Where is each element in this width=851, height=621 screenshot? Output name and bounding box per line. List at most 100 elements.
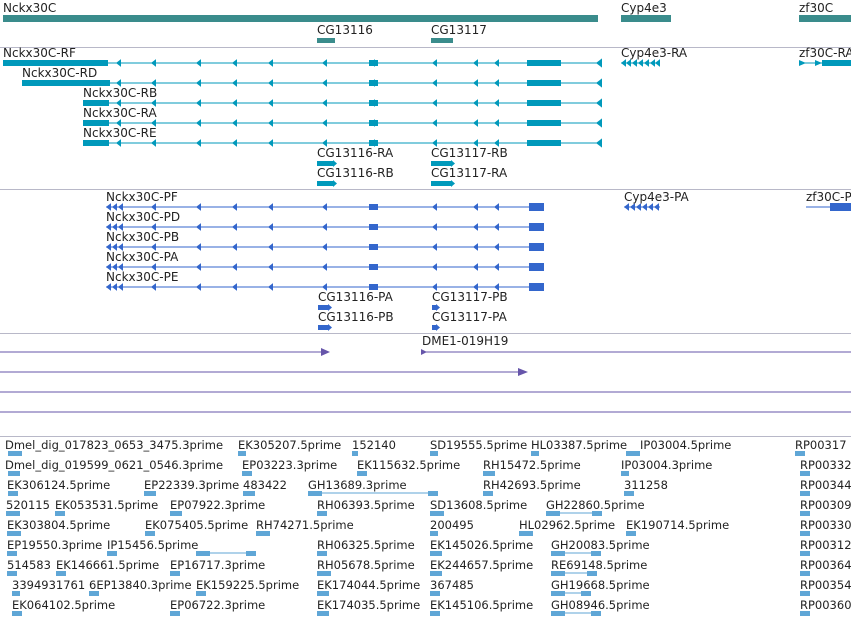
est-feature-bar[interactable] [430, 611, 440, 616]
est-label[interactable]: EK115632.5prime [357, 458, 461, 472]
est-feature-bar[interactable] [587, 571, 597, 576]
est-feature-bar[interactable] [7, 531, 21, 536]
transcript-exon[interactable] [527, 140, 561, 146]
protein-exon[interactable] [529, 283, 544, 291]
est-label[interactable]: EK303804.5prime [7, 518, 111, 532]
gene-label-zf30c[interactable]: zf30C [799, 1, 834, 15]
protein-label-cyp4e3-pa[interactable]: Cyp4e3-PA [624, 190, 689, 204]
est-feature-bar[interactable] [8, 491, 18, 496]
transcript-label-cyp4e3-ra[interactable]: Cyp4e3-RA [621, 46, 688, 60]
transcript-label-cg13117-ra[interactable]: CG13117-RA [431, 166, 508, 180]
est-feature-bar[interactable] [352, 451, 358, 456]
protein-label-pe[interactable]: Nckx30C-PE [106, 270, 179, 284]
est-feature-bar[interactable] [308, 491, 322, 496]
protein-exon[interactable] [830, 203, 851, 211]
transcript-label-cg13116-rb[interactable]: CG13116-RB [317, 166, 394, 180]
est-label[interactable]: RH06393.5prime [317, 498, 415, 512]
transcript-exon[interactable] [317, 161, 333, 166]
protein-label-pa[interactable]: Nckx30C-PA [106, 250, 179, 264]
est-label[interactable]: EP22339.3prime [144, 478, 240, 492]
est-label[interactable]: EK159225.5prime [196, 578, 300, 592]
gene-bar-cg13117[interactable] [431, 38, 453, 43]
est-feature-bar[interactable] [145, 531, 155, 536]
est-label[interactable]: EP03223.3prime [242, 458, 338, 472]
est-feature-bar[interactable] [795, 451, 805, 456]
est-feature-bar[interactable] [430, 531, 438, 536]
protein-exon[interactable] [318, 305, 328, 310]
est-label[interactable]: EK244657.5prime [430, 558, 534, 572]
transcript-label-ra[interactable]: Nckx30C-RA [83, 106, 157, 120]
est-feature-bar[interactable] [317, 551, 327, 556]
est-label[interactable]: RP00344 [800, 478, 851, 492]
est-label[interactable]: EK064102.5prime [12, 598, 116, 612]
transcript-exon[interactable] [822, 60, 851, 66]
est-label[interactable]: IP03004.3prime [621, 458, 713, 472]
est-feature-bar[interactable] [531, 451, 539, 456]
gene-bar-zf30c[interactable] [799, 15, 851, 22]
est-feature-bar[interactable] [800, 491, 810, 496]
transcript-exon[interactable] [527, 80, 561, 86]
transcript-exon[interactable] [431, 161, 451, 166]
est-label[interactable]: GH13689.3prime [308, 478, 407, 492]
est-feature-bar[interactable] [591, 551, 601, 556]
bac-label-dme1-019h19[interactable]: DME1-019H19 [422, 334, 509, 348]
gene-bar-cyp4e3[interactable] [621, 15, 671, 22]
transcript-exon[interactable] [431, 181, 451, 186]
est-feature-bar[interactable] [430, 511, 444, 516]
est-label[interactable]: 3394931761 [12, 578, 86, 592]
est-feature-bar[interactable] [621, 471, 629, 476]
est-feature-bar[interactable] [430, 451, 438, 456]
est-feature-bar[interactable] [357, 471, 367, 476]
est-feature-bar[interactable] [592, 511, 602, 516]
est-label[interactable]: RH06325.5prime [317, 538, 415, 552]
est-feature-bar[interactable] [800, 571, 810, 576]
transcript-label-zf30c-ra[interactable]: zf30C-RA [799, 46, 851, 60]
protein-exon[interactable] [369, 244, 378, 250]
est-feature-bar[interactable] [800, 611, 810, 616]
protein-label-pb[interactable]: Nckx30C-PB [106, 230, 180, 244]
est-feature-bar[interactable] [8, 471, 20, 476]
est-feature-bar[interactable] [170, 511, 182, 516]
est-label[interactable]: EK190714.5prime [626, 518, 730, 532]
transcript-exon[interactable] [83, 140, 109, 146]
est-label[interactable]: HL02962.5prime [519, 518, 616, 532]
est-label[interactable]: EP19550.3prime [7, 538, 103, 552]
est-feature-bar[interactable] [196, 551, 210, 556]
est-label[interactable]: EK053531.5prime [55, 498, 159, 512]
est-label[interactable]: EK145026.5prime [430, 538, 534, 552]
transcript-exon[interactable] [22, 80, 110, 86]
protein-exon[interactable] [432, 325, 436, 330]
est-label[interactable]: EK174044.5prime [317, 578, 421, 592]
protein-exon[interactable] [369, 224, 378, 230]
est-feature-bar[interactable] [428, 491, 438, 496]
est-label[interactable]: RE69148.5prime [551, 558, 648, 572]
est-feature-bar[interactable] [242, 471, 252, 476]
est-label[interactable]: IP15456.5prime [107, 538, 199, 552]
est-label[interactable]: SD13608.5prime [430, 498, 528, 512]
protein-exon[interactable] [369, 204, 378, 210]
est-label[interactable]: EK145106.5prime [430, 598, 534, 612]
est-label[interactable]: 6EP13840.3prime [89, 578, 192, 592]
gene-label-cg13116[interactable]: CG13116 [317, 23, 373, 37]
transcript-label-re[interactable]: Nckx30C-RE [83, 126, 157, 140]
est-feature-bar[interactable] [519, 531, 533, 536]
est-label[interactable]: EK146661.5prime [56, 558, 160, 572]
est-label[interactable]: RP00309 [800, 498, 851, 512]
gene-bar-nckx30c[interactable] [3, 15, 598, 22]
est-label[interactable]: 367485 [430, 578, 474, 592]
est-feature-bar[interactable] [12, 591, 20, 596]
est-label[interactable]: GH22860.5prime [546, 498, 645, 512]
protein-label-zf30c-p[interactable]: zf30C-P [806, 190, 851, 204]
transcript-label-cg13117-rb[interactable]: CG13117-RB [431, 146, 508, 160]
est-label[interactable]: EP07922.3prime [170, 498, 266, 512]
transcript-exon[interactable] [83, 100, 109, 106]
est-feature-bar[interactable] [430, 591, 440, 596]
est-feature-bar[interactable] [246, 551, 256, 556]
est-label[interactable]: RP00364 [800, 558, 851, 572]
est-feature-bar[interactable] [546, 511, 560, 516]
transcript-label-rd[interactable]: Nckx30C-RD [22, 66, 98, 80]
protein-exon[interactable] [529, 263, 544, 271]
transcript-exon[interactable] [527, 120, 561, 126]
protein-exon[interactable] [529, 243, 544, 251]
est-label[interactable]: GH20083.5prime [551, 538, 650, 552]
